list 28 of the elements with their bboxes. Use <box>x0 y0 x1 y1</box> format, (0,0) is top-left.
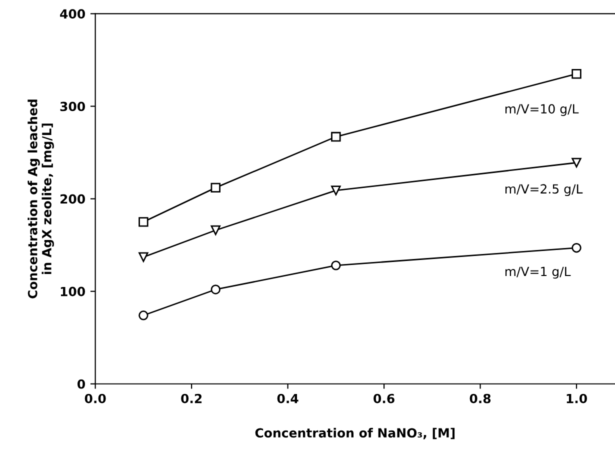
point <box>572 158 582 168</box>
y-tick-label: 400 <box>60 9 86 19</box>
y-tick-label: 300 <box>60 102 86 112</box>
series-label: m/V=10 g/L <box>505 104 579 116</box>
point <box>210 182 220 193</box>
x-axis-title: Concentration of NaNO₃, [M] <box>255 428 455 440</box>
x-tick-label: 0.2 <box>181 394 202 404</box>
point <box>138 217 148 227</box>
x-tick-label: 1.0 <box>566 394 587 404</box>
point <box>331 260 341 270</box>
point <box>210 225 220 236</box>
x-tick-label: 0.6 <box>374 394 394 404</box>
y-axis-title: Concentration of Ag leached in AgX zeolite, [mg/L] <box>28 100 54 298</box>
y-tick-label: 200 <box>60 194 86 204</box>
y-tick-label: 100 <box>60 286 86 296</box>
x-tick-label: 0.0 <box>84 394 106 404</box>
point <box>210 284 220 294</box>
y-tick-label: 0 <box>78 379 86 389</box>
point <box>331 186 341 196</box>
point <box>331 132 341 142</box>
x-tick-label: 0.4 <box>277 394 298 404</box>
series-label: m/V=2.5 g/L <box>505 184 583 196</box>
point <box>138 310 148 320</box>
point <box>138 252 148 262</box>
x-tick-label: 0.8 <box>470 394 491 404</box>
point <box>572 242 582 253</box>
series-label: m/V=1 g/L <box>505 266 571 279</box>
point <box>572 69 582 79</box>
